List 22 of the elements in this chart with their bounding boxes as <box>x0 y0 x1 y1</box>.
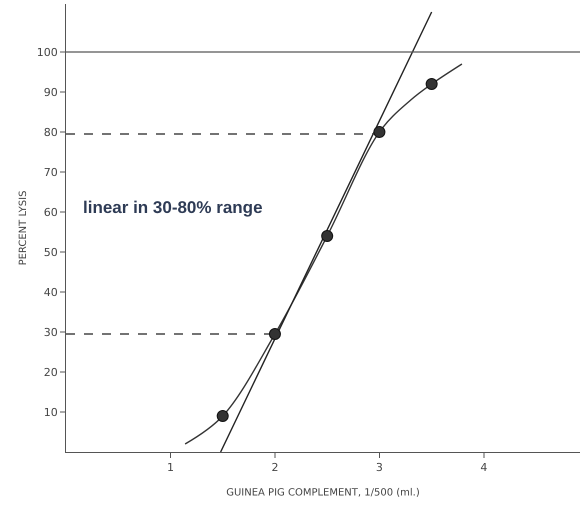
y-tick-label: 20 <box>44 366 58 379</box>
y-tick-label: 70 <box>44 166 58 179</box>
x-tick-label: 2 <box>271 461 278 474</box>
y-tick-label: 60 <box>44 206 58 219</box>
point <box>216 410 229 422</box>
y-axis-title: PERCENT LYSIS <box>18 190 29 266</box>
y-tick-label: 10 <box>44 406 58 419</box>
y-tick-label: 80 <box>44 126 58 139</box>
x-axis-title: GUINEA PIG COMPLEMENT, 1/500 (ml.) <box>226 488 420 499</box>
annotation: linear in 30-80% range <box>83 198 263 217</box>
point <box>268 328 281 340</box>
y-tick-label: 90 <box>44 86 58 99</box>
point <box>426 78 438 90</box>
point <box>373 126 386 138</box>
y-tick-label: 100 <box>36 46 58 59</box>
y-tick-label: 40 <box>44 286 58 299</box>
y-tick-label: 50 <box>44 246 58 259</box>
x-tick-label: 3 <box>376 461 383 474</box>
point <box>321 230 334 242</box>
x-tick-label: 1 <box>166 461 174 474</box>
x-tick-label: 4 <box>480 461 488 474</box>
y-tick-label: 30 <box>44 326 58 339</box>
